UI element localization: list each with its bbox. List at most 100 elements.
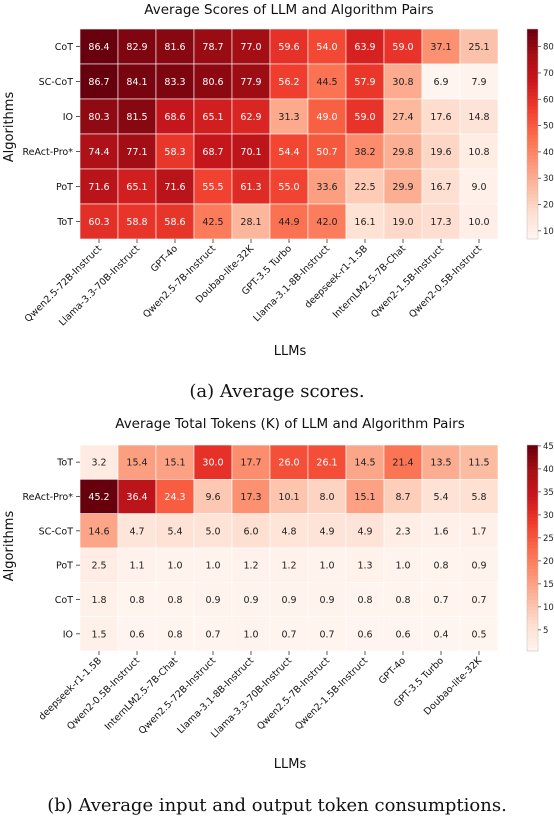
cell-value-label: 4.9 [319,526,334,537]
chart-a-xlabel: LLMs [274,344,307,359]
heatmap-cell [79,63,119,100]
colorbar-segment [527,176,538,180]
colorbar-segment [527,204,538,208]
colorbar-segment [527,647,538,652]
chart-a-heatmap: 86.4 82.9 81.6 78.7 77.0 59.6 54.0 63.9 59.0 37.1… [22,28,554,328]
colorbar-segment [527,489,538,494]
y-tick-label: SC-CoT [39,526,74,537]
colorbar-segment [527,235,538,240]
cell-value-label: 5.0 [205,526,220,537]
heatmap-cell [421,28,461,65]
heatmap-cell [269,616,309,652]
heatmap-cell [155,98,195,135]
cell-value-label: 2.3 [395,526,410,537]
x-tick-label: GPT-4o [377,655,408,686]
colorbar-segment [527,207,538,212]
heatmap-cell [459,63,499,100]
heatmap-cell [193,168,233,205]
heatmap-cell [231,168,271,205]
y-tick-label: ToT [56,217,73,228]
heatmap-cell [459,168,499,205]
colorbar-segment [527,29,538,33]
colorbar-segment [527,193,538,198]
cell-value-label: 49.0 [316,112,337,123]
cell-value-label: 62.9 [240,112,261,123]
cell-value-label: 82.9 [126,42,147,53]
colorbar-segment [527,50,538,54]
colorbar-segment [527,214,538,219]
heatmap-cell [269,98,309,135]
cell-value-label: 86.4 [88,42,109,53]
cell-value-label: 59.0 [354,112,375,123]
heatmap-cell [421,582,461,617]
heatmap-cell [117,582,157,617]
heatmap-cell [269,582,309,617]
colorbar-tick-label: 20 [543,557,554,567]
colorbar-segment [527,572,538,576]
cell-value-label: 0.8 [433,561,448,572]
colorbar-segment [527,486,538,491]
cell-value-label: 68.6 [164,112,185,123]
cell-value-label: 0.9 [471,561,486,572]
heatmap-cell [383,444,423,480]
cell-value-label: 4.7 [129,526,144,537]
cell-value-label: 0.7 [205,629,220,640]
colorbar-segment [527,592,538,597]
cell-value-label: 2.5 [91,561,106,572]
colorbar-tick-label: 20 [543,201,554,211]
heatmap-cell [421,133,461,170]
colorbar-segment [527,120,538,124]
cell-value-label: 4.9 [357,526,372,537]
colorbar-segment [527,113,538,117]
colorbar-segment [527,221,538,226]
colorbar-segment [527,465,538,470]
heatmap-cell [459,582,499,617]
x-tick-label: InternLM2.5-7B-Chat [103,655,181,733]
cell-value-label: 50.7 [316,147,337,158]
colorbar-segment [527,74,538,79]
heatmap-cell [155,479,195,514]
heatmap-cell [421,479,461,514]
cell-value-label: 80.3 [88,112,109,123]
cell-value-label: 1.1 [129,561,144,572]
heatmap-cell [193,203,233,240]
cell-value-label: 42.0 [316,217,337,228]
colorbar-tick-label: 10 [543,227,554,237]
heatmap-cell [193,547,233,583]
colorbar-tick-label: 10 [543,603,554,613]
heatmap-cell [193,616,233,652]
colorbar-segment [527,81,538,86]
cell-value-label: 8.0 [319,492,334,503]
colorbar-segment [527,116,538,121]
cell-value-label: 44.9 [278,217,299,228]
heatmap-cell [117,168,157,205]
heatmap-cell [421,168,461,205]
colorbar-segment [527,613,538,618]
x-tick-label: Qwen2.5-72B-Instruct [137,655,219,737]
heatmap-cell [231,479,271,514]
heatmap-cell [231,616,271,652]
cell-value-label: 0.6 [357,629,372,640]
colorbar-segment [527,39,538,44]
cell-value-label: 56.2 [278,77,299,88]
heatmap-cell [345,616,385,652]
cell-value-label: 0.4 [433,629,448,640]
colorbar-segment [527,616,538,621]
cell-value-label: 19.6 [430,147,451,158]
cell-value-label: 1.0 [395,561,410,572]
heatmap-cell [155,133,195,170]
cell-value-label: 77.9 [240,77,261,88]
cell-value-label: 54.0 [316,42,337,53]
colorbar-segment [527,71,538,75]
cell-value-label: 58.3 [164,147,185,158]
colorbar-segment [527,200,538,205]
cell-value-label: 27.4 [392,112,413,123]
heatmap-cell [345,513,385,549]
colorbar-segment [527,46,538,51]
x-tick-label: Llama-3.1-8B-Instruct [251,243,332,324]
colorbar-segment [527,626,538,631]
heatmap-cell [269,28,309,65]
cell-value-label: 5.4 [167,526,182,537]
cell-value-label: 1.0 [167,561,182,572]
